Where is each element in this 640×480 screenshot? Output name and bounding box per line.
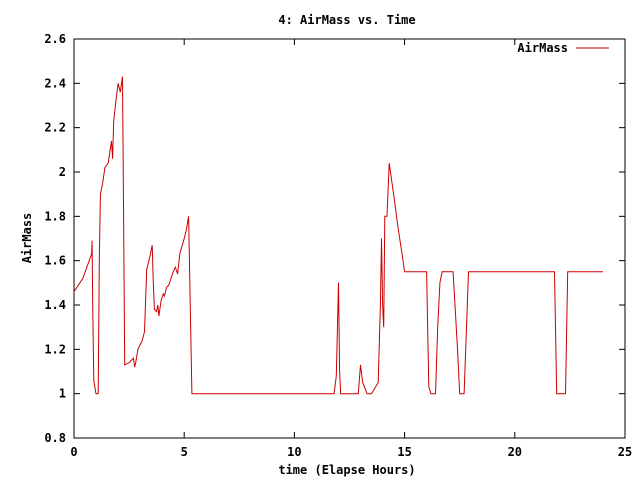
- y-axis: 0.8 1 1.2 1.4 1.6 1.8 2 2.2 2.4 2.6: [44, 32, 625, 445]
- legend-entry-airmass-label: AirMass: [517, 41, 568, 55]
- series-line-airmass: [73, 76, 603, 395]
- y-tick-label: 1.4: [44, 298, 66, 312]
- y-axis-label: AirMass: [20, 213, 34, 264]
- x-tick-label: 15: [397, 445, 411, 459]
- plot-area: [73, 38, 626, 439]
- y-tick-label: 0.8: [44, 431, 66, 445]
- legend: AirMass: [517, 41, 609, 55]
- y-tick-label: 2.4: [44, 76, 66, 90]
- plot-border: [73, 38, 626, 439]
- x-tick-label: 0: [70, 445, 77, 459]
- y-tick-label: 1.6: [44, 254, 66, 268]
- y-tick-label: 2: [59, 165, 66, 179]
- x-tick-label: 5: [181, 445, 188, 459]
- y-tick-label: 1.2: [44, 342, 66, 356]
- chart-title: 4: AirMass vs. Time: [278, 13, 415, 27]
- y-tick-label: 2.2: [44, 121, 66, 135]
- x-axis: 0 5 10 15 20 25: [70, 39, 632, 459]
- x-axis-label: time (Elapse Hours): [278, 463, 415, 477]
- y-tick-label: 1.8: [44, 209, 66, 223]
- x-tick-label: 10: [287, 445, 301, 459]
- y-tick-label: 2.6: [44, 32, 66, 46]
- series-layer: [73, 76, 603, 395]
- x-tick-label: 25: [618, 445, 632, 459]
- y-tick-label: 1: [59, 387, 66, 401]
- x-tick-label: 20: [508, 445, 522, 459]
